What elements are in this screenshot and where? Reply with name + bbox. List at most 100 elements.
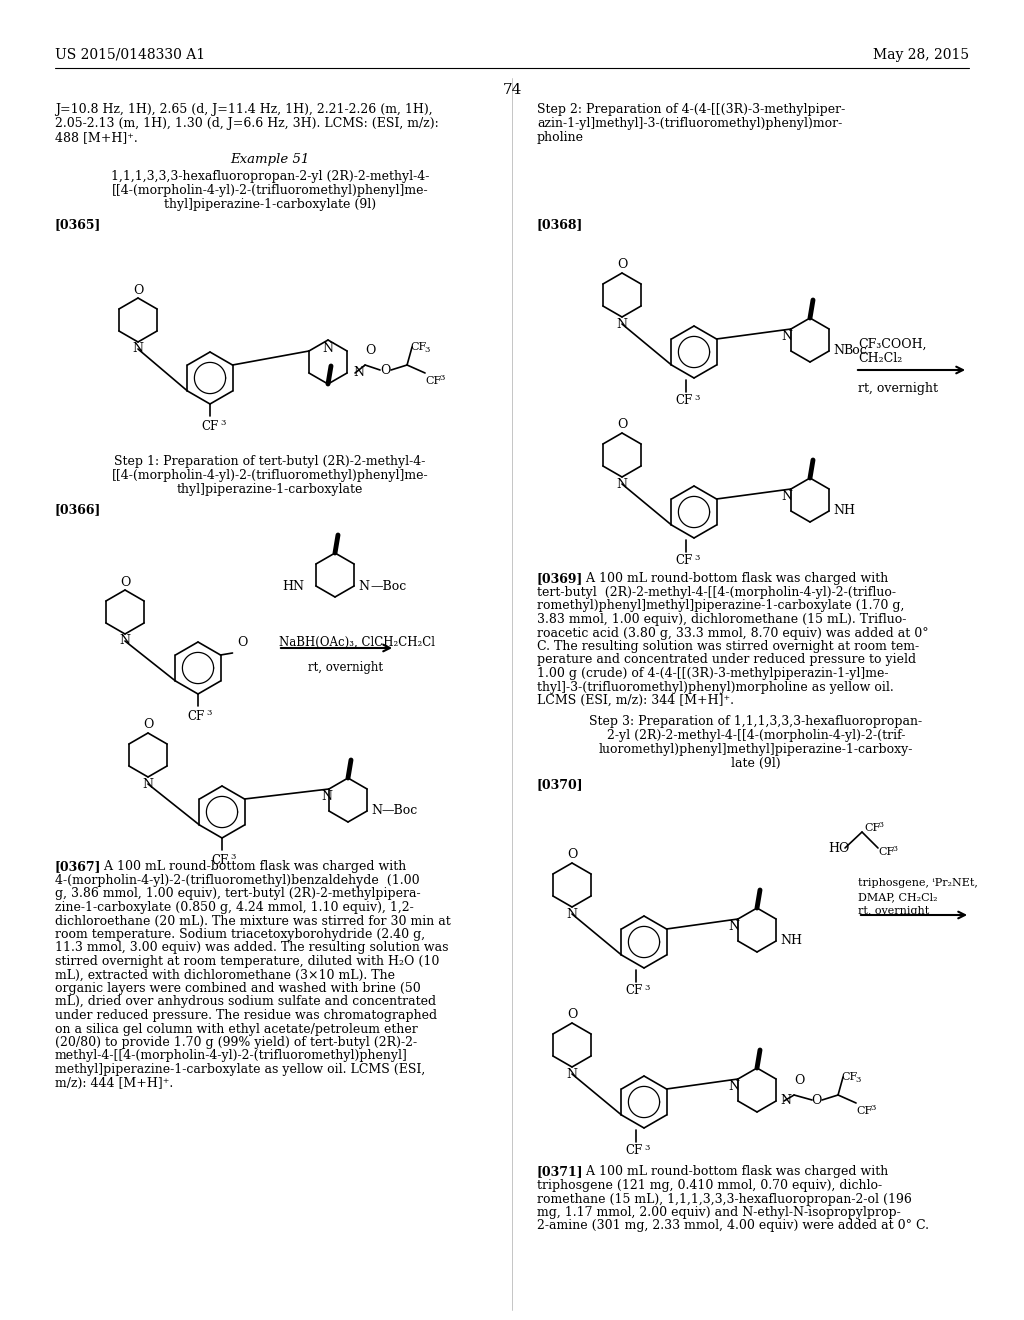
- Text: N: N: [728, 920, 739, 933]
- Text: late (9l): late (9l): [731, 756, 781, 770]
- Text: Step 1: Preparation of tert-butyl (2R)-2-methyl-4-: Step 1: Preparation of tert-butyl (2R)-2…: [115, 455, 426, 469]
- Text: tert-butyl  (2R)-2-methyl-4-[[4-(morpholin-4-yl)-2-(trifluo-: tert-butyl (2R)-2-methyl-4-[[4-(morpholi…: [537, 586, 896, 599]
- Text: azin-1-yl]methyl]-3-(trifluoromethyl)phenyl)mor-: azin-1-yl]methyl]-3-(trifluoromethyl)phe…: [537, 117, 843, 129]
- Text: triphosgene (121 mg, 0.410 mmol, 0.70 equiv), dichlo-: triphosgene (121 mg, 0.410 mmol, 0.70 eq…: [537, 1179, 882, 1192]
- Text: CF: CF: [841, 1072, 857, 1082]
- Text: N: N: [781, 330, 793, 343]
- Text: perature and concentrated under reduced pressure to yield: perature and concentrated under reduced …: [537, 653, 916, 667]
- Text: dichloroethane (20 mL). The mixture was stirred for 30 min at: dichloroethane (20 mL). The mixture was …: [55, 915, 451, 928]
- Text: N: N: [323, 342, 334, 355]
- Text: 3: 3: [439, 374, 444, 381]
- Text: N: N: [371, 804, 382, 817]
- Text: O: O: [120, 576, 130, 589]
- Text: CF: CF: [187, 710, 205, 722]
- Text: romethane (15 mL), 1,1,1,3,3,3-hexafluoropropan-2-ol (196: romethane (15 mL), 1,1,1,3,3,3-hexafluor…: [537, 1192, 912, 1205]
- Text: A 100 mL round-bottom flask was charged with: A 100 mL round-bottom flask was charged …: [582, 572, 888, 585]
- Text: pholine: pholine: [537, 131, 584, 144]
- Text: Step 3: Preparation of 1,1,1,3,3,3-hexafluoropropan-: Step 3: Preparation of 1,1,1,3,3,3-hexaf…: [590, 715, 923, 729]
- Text: m/z): 444 [M+H]⁺.: m/z): 444 [M+H]⁺.: [55, 1077, 173, 1089]
- Text: N: N: [728, 1081, 739, 1093]
- Text: CF: CF: [425, 376, 441, 385]
- Text: O: O: [567, 849, 578, 862]
- Text: 3: 3: [855, 1076, 860, 1084]
- Text: mg, 1.17 mmol, 2.00 equiv) and N-ethyl-N-isopropylprop-: mg, 1.17 mmol, 2.00 equiv) and N-ethyl-N…: [537, 1206, 901, 1218]
- Text: rt, overnight: rt, overnight: [308, 661, 383, 675]
- Text: C. The resulting solution was stirred overnight at room tem-: C. The resulting solution was stirred ov…: [537, 640, 920, 653]
- Text: CF: CF: [410, 342, 426, 352]
- Text: [0370]: [0370]: [537, 777, 584, 791]
- Text: 2.05-2.13 (m, 1H), 1.30 (d, J=6.6 Hz, 3H). LCMS: (ESI, m/z):: 2.05-2.13 (m, 1H), 1.30 (d, J=6.6 Hz, 3H…: [55, 117, 438, 129]
- Text: NH: NH: [834, 504, 855, 517]
- Text: N: N: [834, 345, 844, 358]
- Text: CF₃COOH,: CF₃COOH,: [858, 338, 927, 351]
- Text: [[4-(morpholin-4-yl)-2-(trifluoromethyl)phenyl]me-: [[4-(morpholin-4-yl)-2-(trifluoromethyl)…: [112, 183, 428, 197]
- Text: 74: 74: [503, 83, 521, 96]
- Text: thyl]piperazine-1-carboxylate (9l): thyl]piperazine-1-carboxylate (9l): [164, 198, 376, 211]
- Text: mL), extracted with dichloromethane (3×10 mL). The: mL), extracted with dichloromethane (3×1…: [55, 969, 395, 982]
- Text: N: N: [566, 908, 578, 920]
- Text: zine-1-carboxylate (0.850 g, 4.24 mmol, 1.10 equiv), 1,2-: zine-1-carboxylate (0.850 g, 4.24 mmol, …: [55, 902, 414, 913]
- Text: N: N: [142, 777, 154, 791]
- Text: thyl]piperazine-1-carboxylate: thyl]piperazine-1-carboxylate: [177, 483, 364, 496]
- Text: thyl]-3-(trifluoromethyl)phenyl)morpholine as yellow oil.: thyl]-3-(trifluoromethyl)phenyl)morpholi…: [537, 681, 894, 693]
- Text: [0365]: [0365]: [55, 218, 101, 231]
- Text: O: O: [616, 418, 627, 432]
- Text: O: O: [142, 718, 154, 731]
- Text: O: O: [794, 1074, 804, 1088]
- Text: N: N: [358, 579, 369, 593]
- Text: Example 51: Example 51: [230, 153, 309, 166]
- Text: CF: CF: [864, 822, 881, 833]
- Text: A 100 mL round-bottom flask was charged with: A 100 mL round-bottom flask was charged …: [100, 861, 407, 873]
- Text: N: N: [616, 478, 628, 491]
- Text: CF: CF: [626, 985, 643, 998]
- Text: [0366]: [0366]: [55, 503, 101, 516]
- Text: A 100 mL round-bottom flask was charged with: A 100 mL round-bottom flask was charged …: [582, 1166, 888, 1177]
- Text: 3: 3: [206, 709, 211, 717]
- Text: CF: CF: [202, 420, 219, 433]
- Text: CF: CF: [626, 1144, 643, 1158]
- Text: —Boc: —Boc: [381, 804, 418, 817]
- Text: CF: CF: [878, 847, 894, 857]
- Text: 3: 3: [694, 554, 699, 562]
- Text: NH: NH: [780, 935, 802, 948]
- Text: on a silica gel column with ethyl acetate/petroleum ether: on a silica gel column with ethyl acetat…: [55, 1023, 418, 1035]
- Text: [[4-(morpholin-4-yl)-2-(trifluoromethyl)phenyl]me-: [[4-(morpholin-4-yl)-2-(trifluoromethyl)…: [112, 469, 428, 482]
- Text: (20/80) to provide 1.70 g (99% yield) of tert-butyl (2R)-2-: (20/80) to provide 1.70 g (99% yield) of…: [55, 1036, 417, 1049]
- Text: HN: HN: [282, 579, 304, 593]
- Text: N: N: [322, 791, 333, 804]
- Text: 3: 3: [424, 346, 429, 354]
- Text: 2-yl (2R)-2-methyl-4-[[4-(morpholin-4-yl)-2-(trif-: 2-yl (2R)-2-methyl-4-[[4-(morpholin-4-yl…: [607, 729, 905, 742]
- Text: 3: 3: [694, 393, 699, 403]
- Text: methyl]piperazine-1-carboxylate as yellow oil. LCMS (ESI,: methyl]piperazine-1-carboxylate as yello…: [55, 1063, 425, 1076]
- Text: NaBH(OAc)₃, ClCH₂CH₂Cl: NaBH(OAc)₃, ClCH₂CH₂Cl: [279, 636, 435, 649]
- Text: 1.00 g (crude) of 4-(4-[[(3R)-3-methylpiperazin-1-yl]me-: 1.00 g (crude) of 4-(4-[[(3R)-3-methylpi…: [537, 667, 889, 680]
- Text: g, 3.86 mmol, 1.00 equiv), tert-butyl (2R)-2-methylpipera-: g, 3.86 mmol, 1.00 equiv), tert-butyl (2…: [55, 887, 421, 900]
- Text: 2-amine (301 mg, 2.33 mmol, 4.00 equiv) were added at 0° C.: 2-amine (301 mg, 2.33 mmol, 4.00 equiv) …: [537, 1220, 929, 1233]
- Text: 3: 3: [220, 418, 225, 426]
- Text: 3: 3: [644, 1144, 649, 1152]
- Text: roacetic acid (3.80 g, 33.3 mmol, 8.70 equiv) was added at 0°: roacetic acid (3.80 g, 33.3 mmol, 8.70 e…: [537, 627, 929, 639]
- Text: Step 2: Preparation of 4-(4-[[(3R)-3-methylpiper-: Step 2: Preparation of 4-(4-[[(3R)-3-met…: [537, 103, 845, 116]
- Text: rt, overnight: rt, overnight: [858, 906, 929, 916]
- Text: mL), dried over anhydrous sodium sulfate and concentrated: mL), dried over anhydrous sodium sulfate…: [55, 995, 436, 1008]
- Text: [0368]: [0368]: [537, 218, 584, 231]
- Text: triphosgene, ⁱPr₂NEt,: triphosgene, ⁱPr₂NEt,: [858, 878, 978, 888]
- Text: DMAP, CH₂Cl₂: DMAP, CH₂Cl₂: [858, 892, 938, 902]
- Text: rt, overnight: rt, overnight: [858, 381, 938, 395]
- Text: 3: 3: [644, 983, 649, 993]
- Text: Boc: Boc: [843, 345, 866, 358]
- Text: N: N: [780, 1094, 792, 1107]
- Text: N: N: [132, 342, 143, 355]
- Text: CH₂Cl₂: CH₂Cl₂: [858, 352, 902, 366]
- Text: under reduced pressure. The residue was chromatographed: under reduced pressure. The residue was …: [55, 1008, 437, 1022]
- Text: 3.83 mmol, 1.00 equiv), dichloromethane (15 mL). Trifluo-: 3.83 mmol, 1.00 equiv), dichloromethane …: [537, 612, 906, 626]
- Text: J=10.8 Hz, 1H), 2.65 (d, J=11.4 Hz, 1H), 2.21-2.26 (m, 1H),: J=10.8 Hz, 1H), 2.65 (d, J=11.4 Hz, 1H),…: [55, 103, 432, 116]
- Text: 11.3 mmol, 3.00 equiv) was added. The resulting solution was: 11.3 mmol, 3.00 equiv) was added. The re…: [55, 941, 449, 954]
- Text: LCMS (ESI, m/z): 344 [M+H]⁺.: LCMS (ESI, m/z): 344 [M+H]⁺.: [537, 694, 734, 708]
- Text: N: N: [566, 1068, 578, 1081]
- Text: 3: 3: [870, 1104, 876, 1111]
- Text: N: N: [120, 635, 130, 648]
- Text: O: O: [811, 1093, 821, 1106]
- Text: O: O: [133, 284, 143, 297]
- Text: [0367]: [0367]: [55, 861, 101, 873]
